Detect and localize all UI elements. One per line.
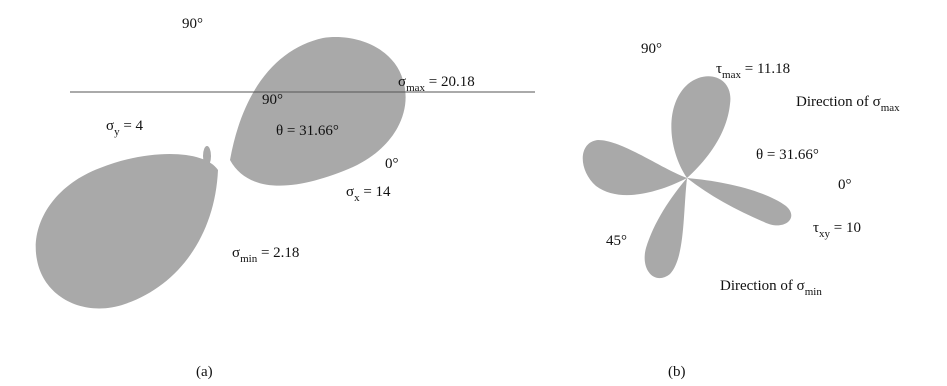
direction-sigma-min-label: Direction of σmin — [720, 278, 822, 298]
tau-lobe-lower — [644, 178, 687, 279]
tau-xy-label: τxy = 10 — [813, 220, 861, 240]
sigma-x-label: σx = 14 — [346, 184, 391, 204]
sigma-min-lobe — [35, 153, 218, 309]
tau-max-label: τmax = 11.18 — [716, 61, 790, 81]
caption-a: (a) — [196, 364, 213, 380]
sigma-max-label: σmax = 20.18 — [398, 74, 475, 94]
tau-lobe-right — [687, 178, 792, 226]
sigma-min-label: σmin = 2.18 — [232, 245, 299, 265]
sigma-y-label: σy = 4 — [106, 118, 144, 138]
direction-sigma-max-label: Direction of σmax — [796, 94, 900, 114]
angle-0-label-a: 0° — [385, 156, 399, 172]
angle-90-label-b: 90° — [641, 41, 662, 57]
tau-lobe-left — [582, 140, 687, 196]
theta-label-b: θ = 31.66° — [756, 147, 819, 163]
panel-a: 90° σmax = 20.18 90° σy = 4 θ = 31.66° 0… — [35, 16, 535, 380]
tau-lobe-upper — [671, 76, 731, 178]
angle-45-label: 45° — [606, 233, 627, 249]
caption-b: (b) — [668, 364, 686, 380]
angle-0-label-b: 0° — [838, 177, 852, 193]
sigma-y-small-lobe — [203, 146, 211, 166]
theta-label-a: θ = 31.66° — [276, 123, 339, 139]
angle-90-top-label: 90° — [182, 16, 203, 32]
sigma-max-lobe — [230, 37, 406, 186]
angle-90-mid-label: 90° — [262, 92, 283, 108]
panel-b: 90° τmax = 11.18 Direction of σmax θ = 3… — [582, 41, 900, 380]
